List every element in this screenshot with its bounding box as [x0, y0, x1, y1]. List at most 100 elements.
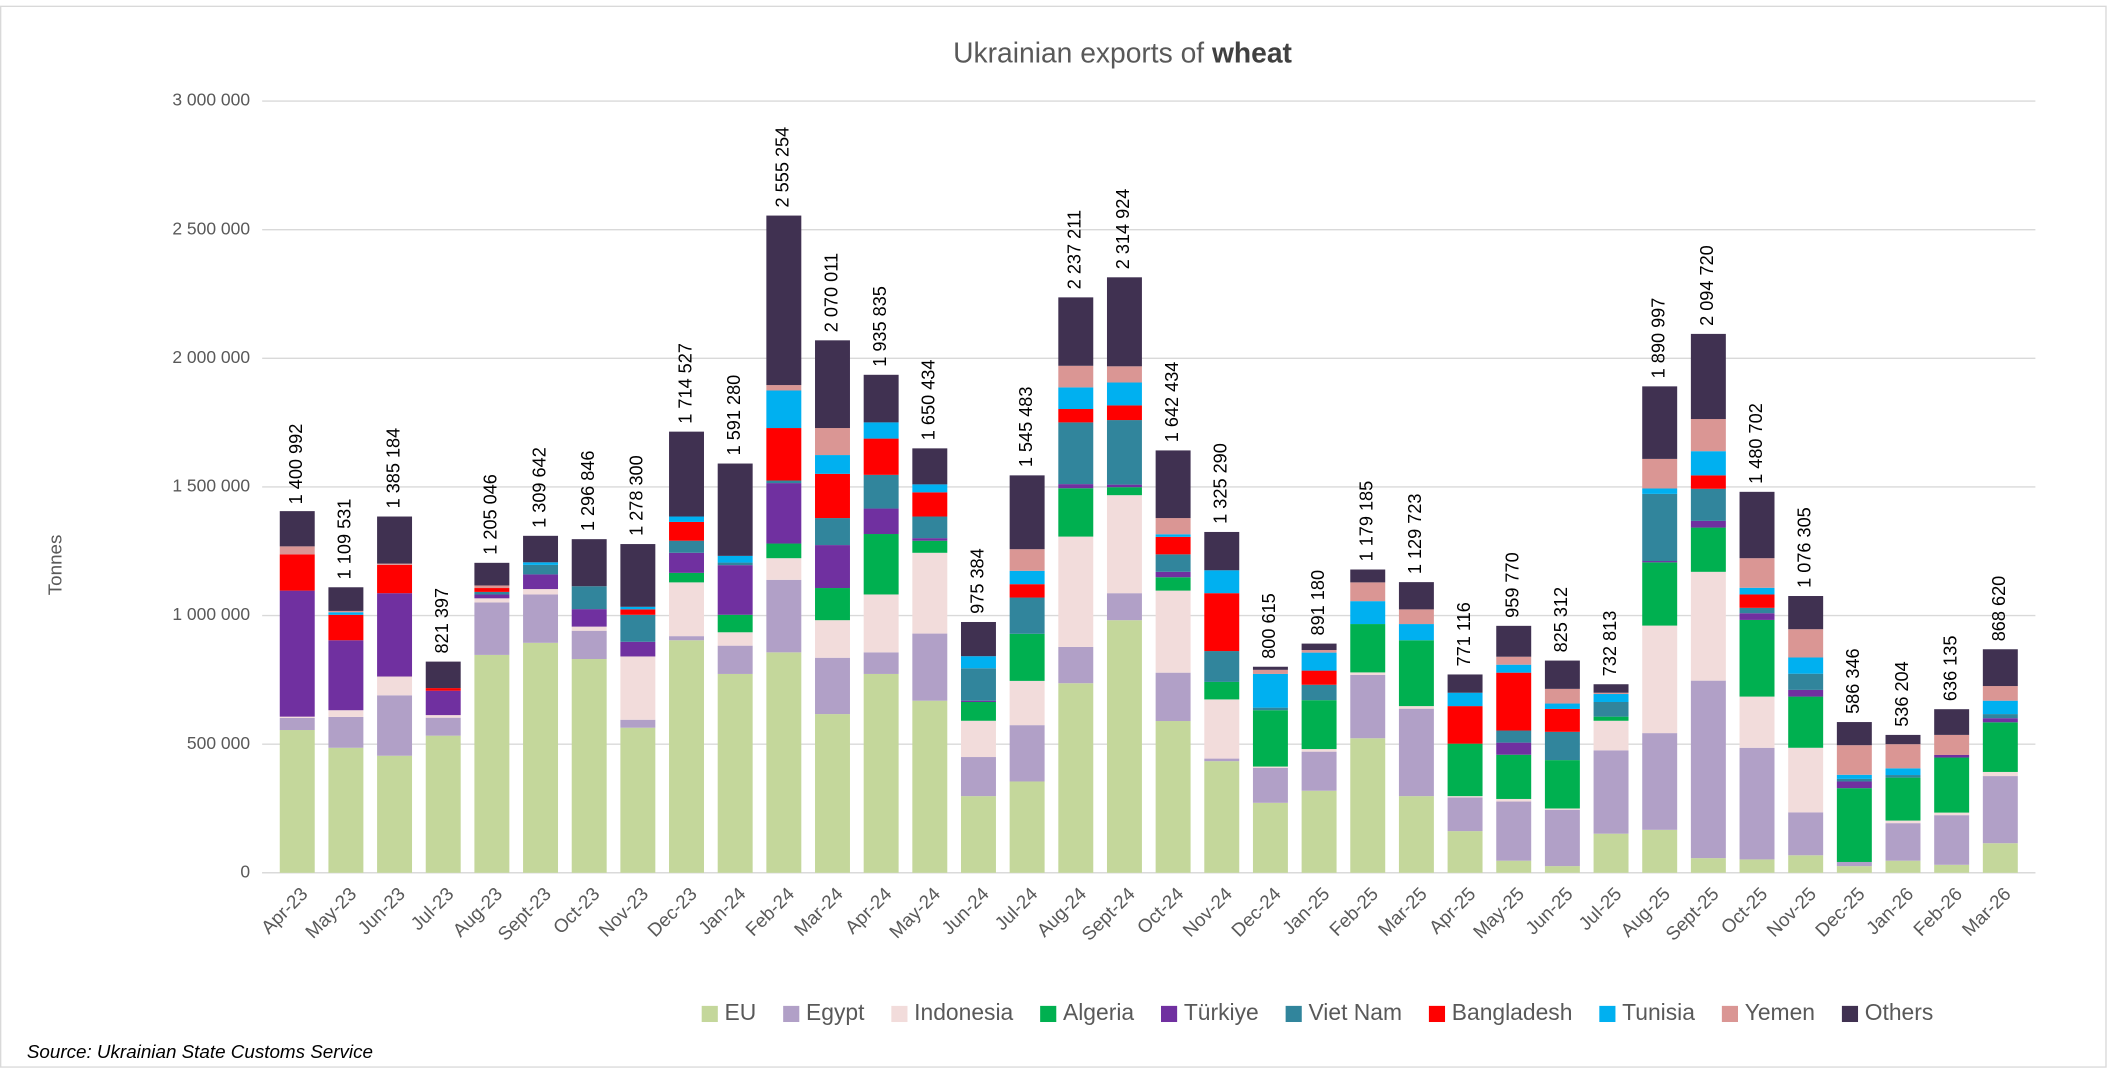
bar-segment: [328, 747, 364, 873]
bar-segment: [1155, 672, 1191, 722]
bar-segment: [1544, 866, 1580, 873]
bar-segment: [1788, 747, 1824, 813]
bar-segment: [1204, 570, 1240, 594]
bar-segment: [669, 636, 704, 641]
bar-segment: [377, 676, 413, 696]
bar-segment: [766, 390, 802, 429]
legend-label: EU: [725, 999, 757, 1025]
bar-segment: [1934, 757, 1970, 813]
bar-segment: [1398, 706, 1434, 709]
bar-segment: [1690, 451, 1726, 476]
bar-segment: [1885, 820, 1921, 824]
bar-segment: [1058, 387, 1094, 410]
bar-segment: [377, 593, 413, 677]
title-text: Ukrainian exports of: [953, 37, 1204, 69]
x-tick-label: Oct-23: [549, 883, 604, 938]
bar-segment: [912, 516, 948, 539]
bar-segment: [1982, 776, 2018, 844]
x-tick-label: Dec-23: [643, 883, 701, 941]
bar-segment: [1544, 660, 1580, 689]
bar-segment: [425, 661, 461, 689]
bar-segment: [1106, 420, 1142, 485]
bar-segment: [1642, 488, 1678, 494]
bar-segment: [1739, 594, 1775, 608]
bar-segment: [1447, 674, 1483, 693]
bar-segment: [1544, 703, 1580, 709]
legend-label: Egypt: [806, 999, 865, 1025]
bar-segment: [1739, 619, 1775, 697]
bar-segment: [1642, 386, 1678, 459]
legend-item: Viet Nam: [1285, 999, 1402, 1025]
bar-segment: [1350, 569, 1386, 583]
bar-segment: [620, 614, 656, 642]
bar-segment: [1690, 680, 1726, 859]
bar-segment: [863, 594, 899, 653]
y-axis-title: Tonnes: [44, 535, 65, 596]
total-label: 891 180: [1308, 570, 1328, 636]
bar-segment: [960, 720, 996, 758]
legend-swatch: [1285, 1005, 1302, 1023]
bar-segment: [960, 668, 996, 701]
chart-frame: [0, 5, 2107, 1068]
bar-segment: [1155, 534, 1191, 537]
y-tick-label: 500 000: [187, 733, 250, 753]
bar-segment: [328, 610, 364, 613]
y-tick-label: 1 500 000: [172, 476, 250, 496]
bar-segment: [766, 543, 802, 559]
bar-segment: [1690, 488, 1726, 521]
legend-swatch: [783, 1005, 800, 1023]
bar-segment: [1106, 382, 1142, 406]
bar-segment: [1301, 650, 1337, 653]
bar-segment: [1544, 708, 1580, 732]
bar-segment: [1836, 778, 1872, 782]
legend-item: Indonesia: [891, 999, 1014, 1025]
bar-segment: [620, 606, 656, 610]
bar-segment: [717, 614, 753, 633]
legend-item: Bangladesh: [1428, 999, 1572, 1025]
bar-segment: [1642, 561, 1678, 563]
bar-segment: [815, 588, 850, 621]
bar-segment: [1739, 747, 1775, 860]
bar-segment: [1836, 722, 1872, 746]
bar-segment: [1496, 730, 1532, 743]
x-tick-label: Jan-24: [694, 883, 750, 939]
total-label: 636 135: [1940, 636, 1960, 702]
bar-segment: [1836, 745, 1872, 775]
bar-segment: [1690, 419, 1726, 452]
bar-segment: [863, 374, 899, 423]
bar-segment: [815, 714, 850, 873]
bar-segment: [571, 630, 607, 660]
bar-segment: [1885, 768, 1921, 776]
x-tick-label: May-23: [301, 883, 360, 942]
bar-segment: [1690, 520, 1726, 528]
legend: EU Egypt Indonesia Algeria Türkiye Viet Nam Ba…: [701, 999, 1933, 1025]
total-label: 1 129 723: [1405, 493, 1425, 574]
bar-segment: [1009, 633, 1045, 681]
total-label: 868 620: [1989, 576, 2009, 642]
bar-segment: [425, 735, 461, 873]
bar-segment: [474, 591, 510, 595]
bar-segment: [1009, 584, 1045, 598]
x-tick-label: Feb-25: [1325, 883, 1382, 940]
bar-segment: [1788, 855, 1824, 873]
bar-segment: [863, 474, 899, 509]
total-label: 1 642 434: [1162, 362, 1182, 443]
legend-swatch: [1040, 1005, 1057, 1023]
bar-segment: [1009, 781, 1045, 873]
bar-segment: [571, 539, 607, 587]
bar-segment: [1496, 625, 1532, 657]
bar-segment: [1934, 709, 1970, 735]
bar-segment: [1544, 809, 1580, 867]
bar-segment: [766, 428, 802, 481]
bar-segment: [1447, 831, 1483, 873]
bar-segment: [1350, 624, 1386, 673]
bar-segment: [1593, 692, 1629, 695]
bar-segment: [1982, 843, 2018, 873]
bar-segment: [960, 796, 996, 873]
bar-segment: [815, 620, 850, 658]
bar-segment: [1642, 562, 1678, 626]
legend-swatch: [891, 1005, 908, 1023]
bar-segment: [1106, 487, 1142, 496]
bar-segment: [1058, 484, 1094, 489]
total-label: 1 480 702: [1746, 403, 1766, 484]
